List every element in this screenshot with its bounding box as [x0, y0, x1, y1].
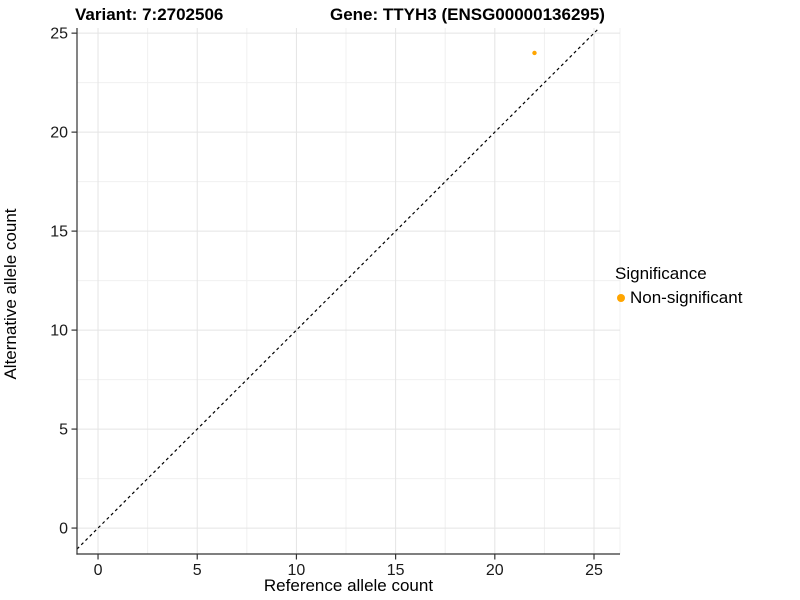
data-point — [532, 50, 537, 56]
plot-title-variant: Variant: 7:2702506 — [75, 5, 224, 24]
y-tick-label: 25 — [50, 26, 68, 43]
x-tick-label: 25 — [585, 562, 603, 579]
y-tick-label: 0 — [59, 521, 68, 538]
identity-line — [76, 27, 600, 550]
legend-item-non-significant: Non-significant — [615, 288, 742, 308]
y-axis-title: Alternative allele count — [1, 208, 20, 380]
plot-title-gene: Gene: TTYH3 (ENSG00000136295) — [330, 5, 605, 24]
legend-item-label: Non-significant — [630, 288, 743, 307]
x-axis-title: Reference allele count — [263, 576, 434, 595]
x-tick-label: 5 — [193, 562, 202, 579]
legend-point-icon — [617, 294, 625, 302]
legend: Significance Non-significant — [615, 264, 742, 308]
y-tick-label: 15 — [50, 224, 68, 241]
y-tick-label: 20 — [50, 125, 68, 142]
x-tick-label: 0 — [94, 562, 103, 579]
x-tick-label: 20 — [486, 562, 504, 579]
legend-title: Significance — [615, 264, 707, 283]
y-tick-label: 10 — [50, 323, 68, 340]
y-tick-label: 5 — [59, 422, 68, 439]
x-tick-label: 15 — [387, 562, 405, 579]
x-tick-label: 10 — [288, 562, 306, 579]
